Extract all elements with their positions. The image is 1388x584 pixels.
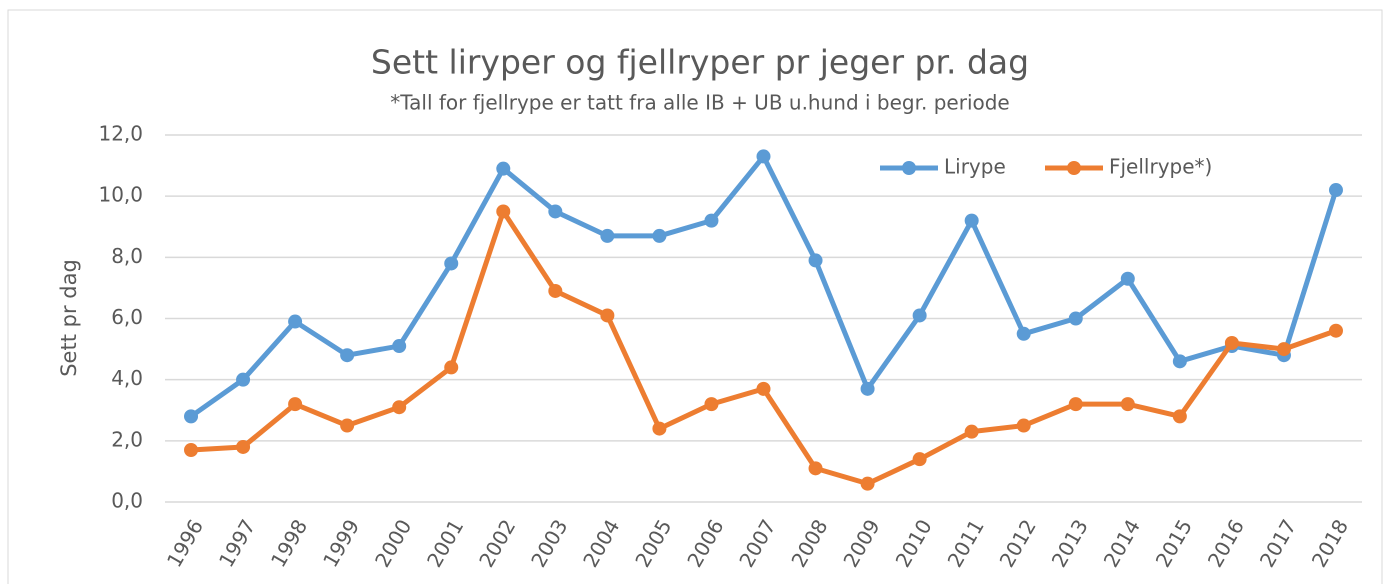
data-point [808,253,823,268]
data-point [860,381,875,396]
data-point [548,204,563,219]
data-point [704,213,719,228]
y-tick-label: 12,0 [98,122,143,146]
data-point [548,283,563,298]
data-point [1120,397,1135,412]
data-point [496,204,511,219]
legend-marker [902,161,916,175]
data-point [184,443,199,458]
data-point [392,339,407,354]
data-point [652,228,667,243]
y-tick-label: 4,0 [111,366,143,390]
data-point [600,308,615,323]
legend-label: Fjellrype*) [1109,155,1212,179]
data-point [756,381,771,396]
data-point [496,161,511,176]
legend-label: Lirype [944,155,1006,179]
data-point [288,397,303,412]
data-point [288,314,303,329]
y-tick-label: 10,0 [98,183,143,207]
data-point [1016,418,1031,433]
data-point [652,421,667,436]
chart-frame [7,9,1383,584]
y-tick-label: 6,0 [111,305,143,329]
data-point [1172,354,1187,369]
data-point [912,308,927,323]
data-point [1068,397,1083,412]
y-tick-label: 2,0 [111,427,143,451]
y-tick-label: 8,0 [111,244,143,268]
data-point [704,397,719,412]
y-tick-label: 0,0 [111,489,143,513]
data-point [600,228,615,243]
data-point [1224,335,1239,350]
data-point [444,360,459,375]
data-point [1276,342,1291,357]
data-point [444,256,459,271]
data-point [236,372,251,387]
data-point [1016,326,1031,341]
legend-marker [1067,161,1081,175]
data-point [964,424,979,439]
data-point [808,461,823,476]
data-point [964,213,979,228]
data-point [1120,271,1135,286]
data-point [1068,311,1083,326]
data-point [912,452,927,467]
data-point [1328,323,1343,338]
chart-subtitle: *Tall for fjellrype er tatt fra alle IB … [390,91,1010,115]
data-point [184,409,199,424]
data-point [756,149,771,164]
data-point [1328,183,1343,198]
chart-title: Sett liryper og fjellryper pr jeger pr. … [371,43,1029,82]
y-axis-label: Sett pr dag [57,259,81,377]
data-point [860,476,875,491]
data-point [340,418,355,433]
data-point [392,400,407,415]
data-point [236,439,251,454]
data-point [340,348,355,363]
data-point [1172,409,1187,424]
